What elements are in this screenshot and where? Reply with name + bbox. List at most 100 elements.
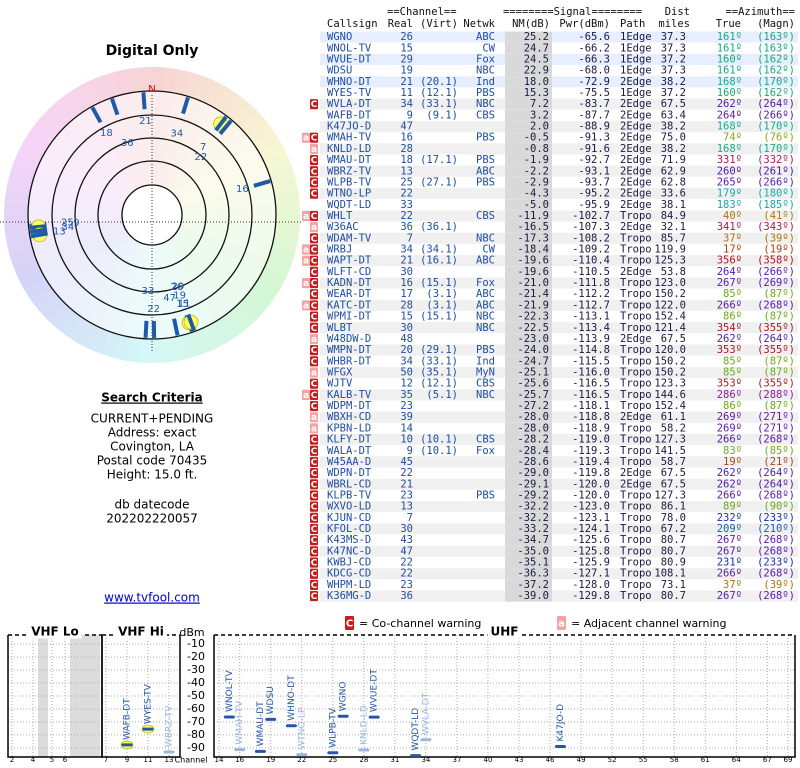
- station-marker: [29, 227, 48, 235]
- band-title: VHF Lo: [31, 625, 79, 639]
- table-cell: 9: [407, 109, 413, 121]
- warning-icon: [302, 277, 310, 289]
- row-background: [320, 76, 798, 88]
- marker-label: 34: [61, 222, 74, 233]
- table-cell: 62.9: [661, 165, 686, 177]
- nm-band: [505, 31, 552, 43]
- table-cell: (266º): [757, 266, 795, 278]
- table-cell: Tropo: [620, 255, 652, 267]
- table-cell: (87º): [763, 400, 795, 412]
- table-cell: 19: [400, 65, 413, 77]
- table-cell: -22.5: [517, 322, 549, 334]
- table-cell: (358º): [757, 255, 795, 267]
- table-cell: 15.3: [524, 87, 549, 99]
- warning-letter: C: [311, 447, 318, 457]
- table-cell: (288º): [757, 389, 795, 401]
- warning-icon: [310, 188, 318, 199]
- table-cell: -110.4: [572, 255, 610, 267]
- x-tick-label: 28: [359, 756, 368, 764]
- table-cell: (268º): [757, 545, 795, 557]
- table-cell: PBS: [476, 87, 495, 99]
- station-marker: [141, 92, 147, 110]
- table-cell: 37.3: [661, 65, 686, 77]
- table-cell: -123.1: [572, 512, 610, 524]
- table-cell: (85º): [763, 445, 795, 457]
- marker-label: 34: [170, 129, 183, 140]
- table-cell: 18: [400, 154, 413, 166]
- table-cell: 269º: [717, 422, 742, 434]
- x-tick-label: 67: [763, 756, 772, 764]
- table-cell: (266º): [757, 176, 795, 188]
- group-header: ==Channel==: [387, 6, 457, 18]
- table-cell: 1Edge: [620, 42, 652, 54]
- table-cell: 286º: [717, 389, 742, 401]
- warning-letter: a: [303, 391, 309, 401]
- table-cell: 37º: [723, 579, 742, 591]
- warning-icon: [310, 445, 318, 456]
- y-tick-label: -70: [187, 715, 205, 728]
- table-cell: (29.1): [420, 344, 458, 356]
- table-cell: 37.2: [661, 53, 686, 65]
- table-cell: 84.9: [661, 210, 686, 222]
- legend-icon: [345, 616, 354, 630]
- warning-letter: a: [303, 134, 309, 144]
- nm-band: [505, 523, 552, 535]
- row-background: [320, 579, 798, 591]
- table-cell: (355º): [757, 322, 795, 334]
- station-marker: [181, 96, 190, 115]
- row-background: [320, 277, 798, 289]
- table-cell: 80.7: [661, 534, 686, 546]
- table-cell: 7: [407, 512, 413, 524]
- row-background: [320, 243, 798, 256]
- nm-band: [505, 98, 552, 110]
- table-cell: 80.7: [661, 590, 686, 602]
- warning-letter: a: [311, 223, 317, 233]
- table-cell: 264º: [717, 266, 742, 278]
- site-link[interactable]: www.tvfool.com: [104, 591, 200, 605]
- table-cell: 160º: [717, 53, 742, 65]
- table-cell: -91.3: [578, 132, 610, 144]
- table-cell: 264º: [717, 109, 742, 121]
- row-background: [320, 255, 798, 267]
- table-cell: 23: [400, 489, 413, 501]
- nm-band: [505, 355, 552, 367]
- table-cell: -18.4: [517, 244, 549, 256]
- table-cell: Tropo: [620, 590, 652, 602]
- table-cell: Tropo: [620, 366, 652, 378]
- table-cell: 28: [400, 143, 413, 155]
- row-background: [320, 366, 798, 379]
- table-cell: 123.0: [654, 277, 686, 289]
- table-cell: NBC: [476, 232, 495, 244]
- x-tick-label: 37: [452, 756, 461, 764]
- table-cell: 86º: [723, 400, 742, 412]
- table-cell: PBS: [476, 344, 495, 356]
- table-cell: 80.7: [661, 545, 686, 557]
- warning-icon: [310, 266, 318, 277]
- x-tick-label: 46: [546, 756, 555, 764]
- table-cell: -23.0: [517, 333, 549, 345]
- table-cell: WMAH-TV: [327, 132, 372, 144]
- station-label: WAFB-DT: [123, 698, 133, 740]
- warning-icon: [310, 479, 318, 490]
- table-cell: Fox: [476, 445, 495, 457]
- warning-icon: [310, 143, 318, 154]
- table-cell: -119.0: [572, 434, 610, 446]
- table-cell: (90º): [763, 501, 795, 513]
- table-cell: (355º): [757, 378, 795, 390]
- table-cell: -19.6: [517, 255, 549, 267]
- table-cell: -29.2: [517, 489, 549, 501]
- warning-letter: C: [311, 458, 318, 468]
- table-cell: 161º: [717, 42, 742, 54]
- table-cell: 2Edge: [620, 143, 652, 155]
- table-cell: WPMI-DT: [327, 311, 372, 323]
- row-background: [320, 232, 798, 244]
- table-cell: WDPN-DT: [327, 467, 372, 479]
- table-cell: -25.6: [517, 378, 549, 390]
- table-cell: -111.8: [572, 277, 610, 289]
- nm-band: [505, 333, 552, 345]
- table-cell: WYES-TV: [327, 87, 372, 99]
- table-cell: 38.2: [661, 143, 686, 155]
- table-cell: 34: [400, 98, 413, 110]
- table-cell: 7.2: [530, 98, 549, 110]
- y-axis-label: dBm: [179, 626, 204, 639]
